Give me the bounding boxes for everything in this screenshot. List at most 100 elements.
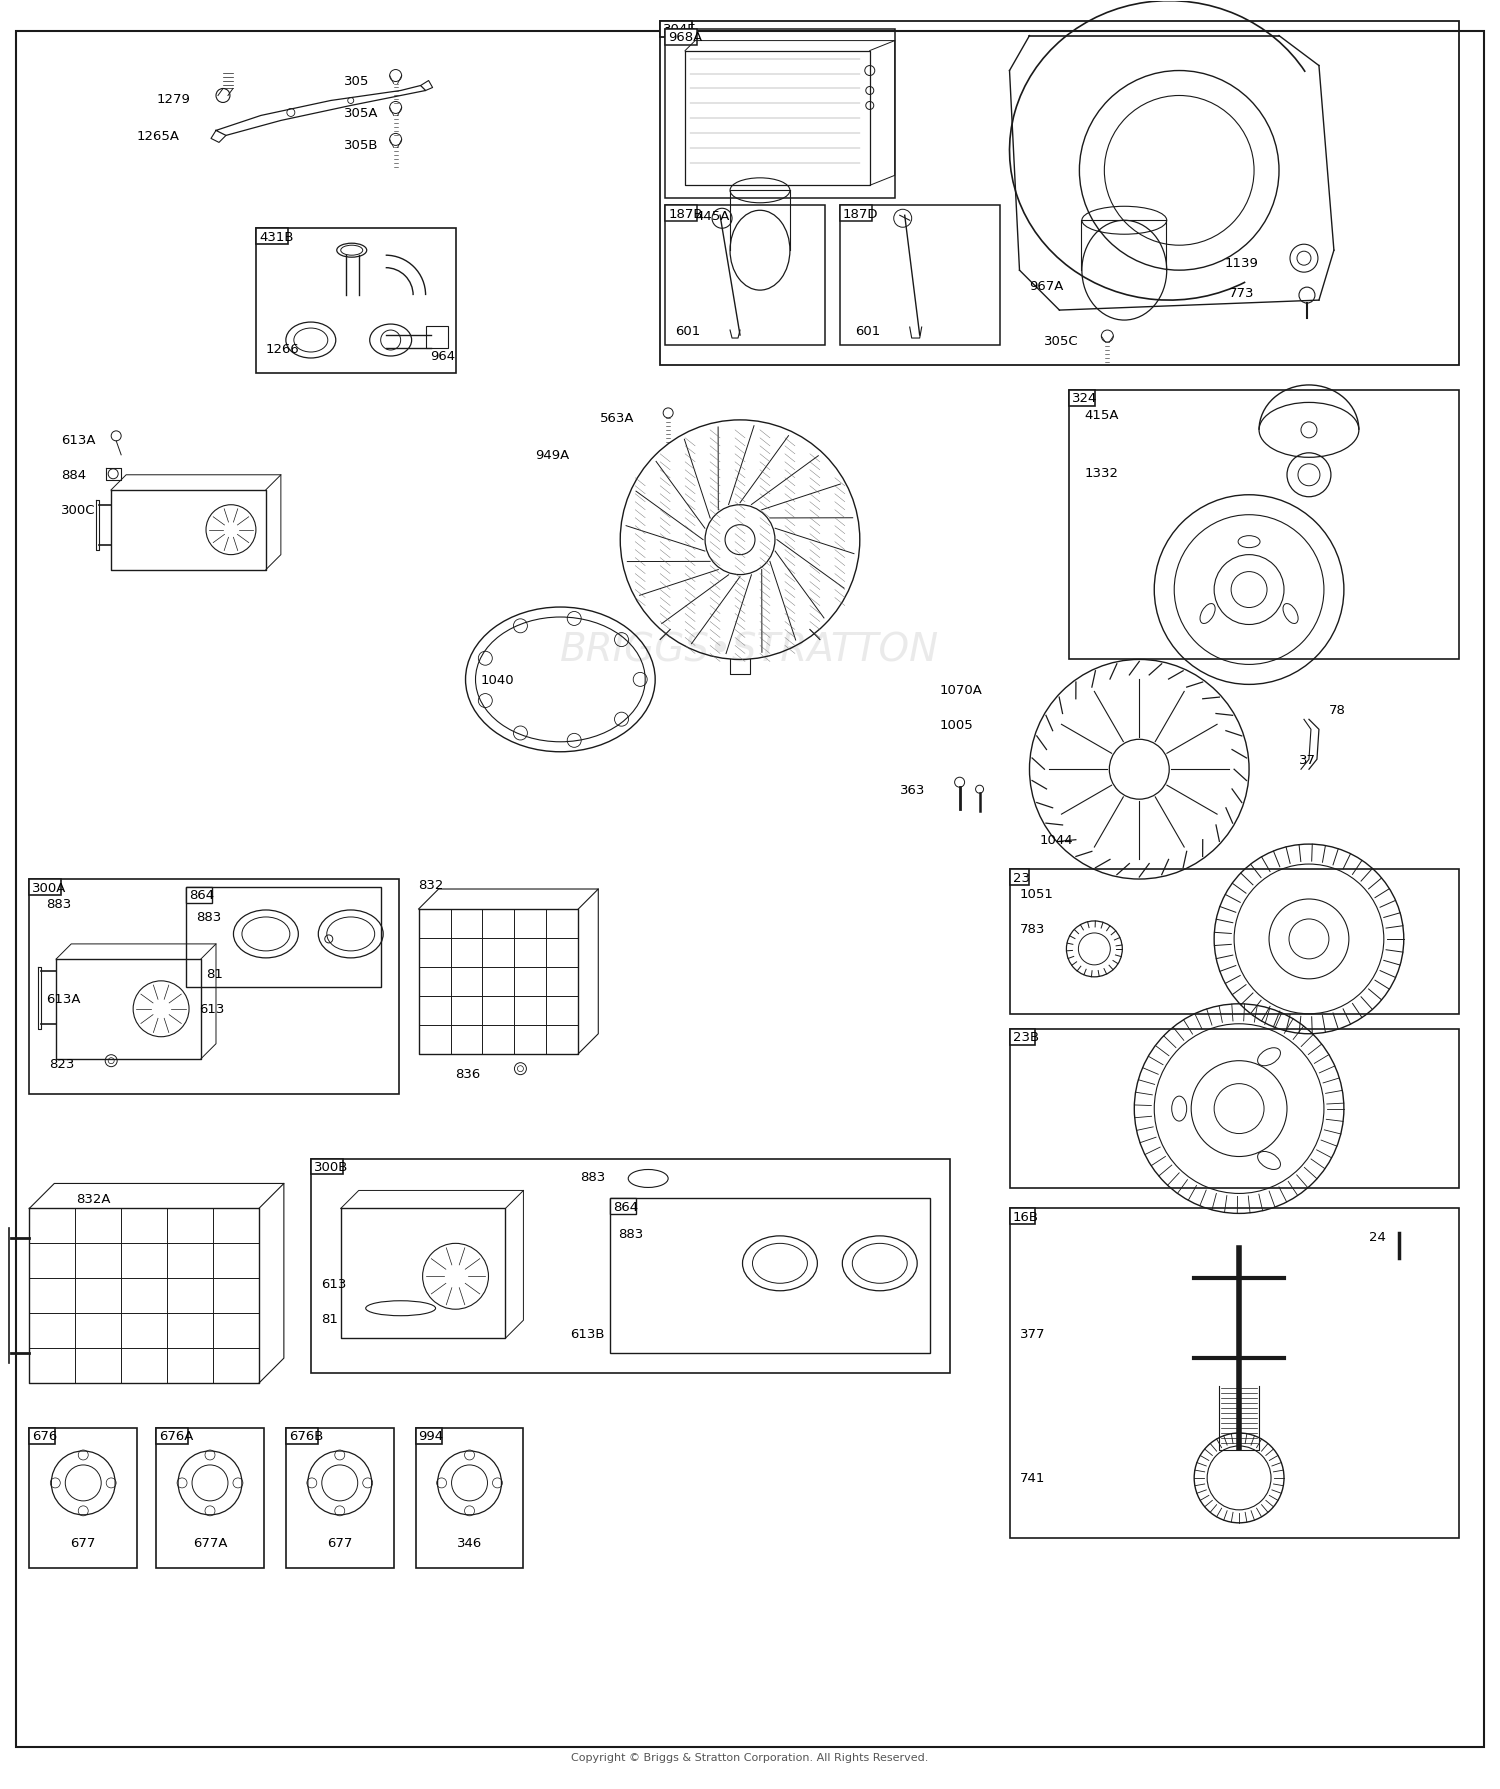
Bar xyxy=(30,880,399,1095)
Bar xyxy=(610,1199,636,1215)
Bar xyxy=(186,887,381,988)
Text: 883: 883 xyxy=(580,1170,606,1183)
Text: 676A: 676A xyxy=(159,1429,194,1442)
Bar xyxy=(664,30,698,45)
Bar xyxy=(1010,869,1029,886)
Text: 37: 37 xyxy=(1299,753,1316,766)
Bar xyxy=(1070,390,1458,660)
Text: 81: 81 xyxy=(206,968,224,980)
Bar xyxy=(256,229,288,245)
Text: 304E: 304E xyxy=(663,23,696,36)
Text: 964: 964 xyxy=(430,351,456,363)
Bar xyxy=(156,1428,188,1444)
Text: 968A: 968A xyxy=(668,30,702,45)
Text: 78: 78 xyxy=(1329,703,1346,716)
Text: 363: 363 xyxy=(900,784,926,796)
Text: 187B: 187B xyxy=(668,208,702,220)
Bar xyxy=(1010,869,1458,1014)
Text: 1332: 1332 xyxy=(1084,467,1119,479)
Text: 1265A: 1265A xyxy=(136,131,178,143)
Text: 445A: 445A xyxy=(694,209,729,222)
Text: 883: 883 xyxy=(46,898,72,911)
Text: 1040: 1040 xyxy=(480,673,514,687)
Text: 81: 81 xyxy=(321,1311,338,1326)
Bar xyxy=(664,206,698,222)
Bar xyxy=(156,1428,264,1567)
Text: 1139: 1139 xyxy=(1224,256,1258,270)
Bar xyxy=(1010,1029,1458,1188)
Text: 431B: 431B xyxy=(260,231,294,243)
Text: 994: 994 xyxy=(419,1429,444,1442)
Text: 823: 823 xyxy=(50,1057,75,1070)
Text: 864: 864 xyxy=(189,889,214,902)
Bar xyxy=(256,229,456,374)
Bar xyxy=(416,1428,524,1567)
Text: 305: 305 xyxy=(344,75,369,88)
Text: 677: 677 xyxy=(327,1537,352,1549)
Text: 300B: 300B xyxy=(314,1161,348,1174)
Text: 1051: 1051 xyxy=(1020,887,1053,902)
Bar xyxy=(416,1428,441,1444)
Text: 883: 883 xyxy=(196,911,222,923)
Text: 676: 676 xyxy=(33,1429,57,1442)
Bar xyxy=(30,880,62,896)
Bar xyxy=(1070,390,1095,406)
Text: 1279: 1279 xyxy=(156,93,190,106)
Text: 23: 23 xyxy=(1013,871,1029,884)
Text: 601: 601 xyxy=(855,324,880,338)
Text: 864: 864 xyxy=(614,1200,639,1213)
Text: 300C: 300C xyxy=(62,504,96,517)
Bar xyxy=(840,206,872,222)
Text: 377: 377 xyxy=(1020,1327,1046,1340)
Text: 346: 346 xyxy=(458,1537,482,1549)
Bar xyxy=(30,1428,136,1567)
Text: 23B: 23B xyxy=(1013,1030,1038,1043)
Bar xyxy=(286,1428,318,1444)
Text: 613A: 613A xyxy=(46,993,81,1005)
Bar xyxy=(664,206,825,345)
Text: 783: 783 xyxy=(1020,923,1046,936)
Text: 324: 324 xyxy=(1072,392,1098,404)
Text: 967A: 967A xyxy=(1029,279,1063,292)
Text: 613B: 613B xyxy=(570,1327,604,1340)
Bar xyxy=(840,206,999,345)
Text: 613: 613 xyxy=(200,1002,225,1016)
Text: 300A: 300A xyxy=(33,880,66,894)
Text: 676B: 676B xyxy=(290,1429,322,1442)
Bar xyxy=(664,30,894,199)
Text: 1044: 1044 xyxy=(1040,834,1072,846)
Text: 832: 832 xyxy=(419,878,444,891)
Text: 883: 883 xyxy=(618,1227,644,1240)
Text: 613: 613 xyxy=(321,1277,346,1290)
Text: 601: 601 xyxy=(675,324,700,338)
Text: BRIGGS•STRATTON: BRIGGS•STRATTON xyxy=(561,632,939,669)
Bar xyxy=(610,1199,930,1354)
Text: 1005: 1005 xyxy=(939,719,974,732)
Text: 949A: 949A xyxy=(536,449,570,462)
Text: 773: 773 xyxy=(1228,286,1254,299)
Text: 305B: 305B xyxy=(344,140,378,152)
Bar xyxy=(186,887,211,903)
Text: 677: 677 xyxy=(70,1537,96,1549)
Text: 305A: 305A xyxy=(344,107,378,120)
Bar xyxy=(30,1428,56,1444)
Bar xyxy=(1010,1209,1458,1539)
Text: 305C: 305C xyxy=(1044,335,1078,347)
Bar xyxy=(286,1428,393,1567)
Text: 16B: 16B xyxy=(1013,1209,1038,1224)
Bar xyxy=(426,327,447,349)
Text: 415A: 415A xyxy=(1084,410,1119,422)
Text: 884: 884 xyxy=(62,469,87,481)
Text: 677A: 677A xyxy=(194,1537,228,1549)
Bar xyxy=(1010,1029,1035,1045)
Text: 832A: 832A xyxy=(76,1191,111,1206)
Bar xyxy=(660,21,692,38)
Text: 836: 836 xyxy=(456,1068,482,1081)
Text: 1070A: 1070A xyxy=(939,683,982,696)
Text: 563A: 563A xyxy=(600,411,634,426)
Bar xyxy=(660,21,1458,365)
Text: Copyright © Briggs & Stratton Corporation. All Rights Reserved.: Copyright © Briggs & Stratton Corporatio… xyxy=(572,1753,928,1762)
Bar xyxy=(1010,1209,1035,1225)
Bar xyxy=(310,1159,344,1175)
Text: 613A: 613A xyxy=(62,435,96,447)
